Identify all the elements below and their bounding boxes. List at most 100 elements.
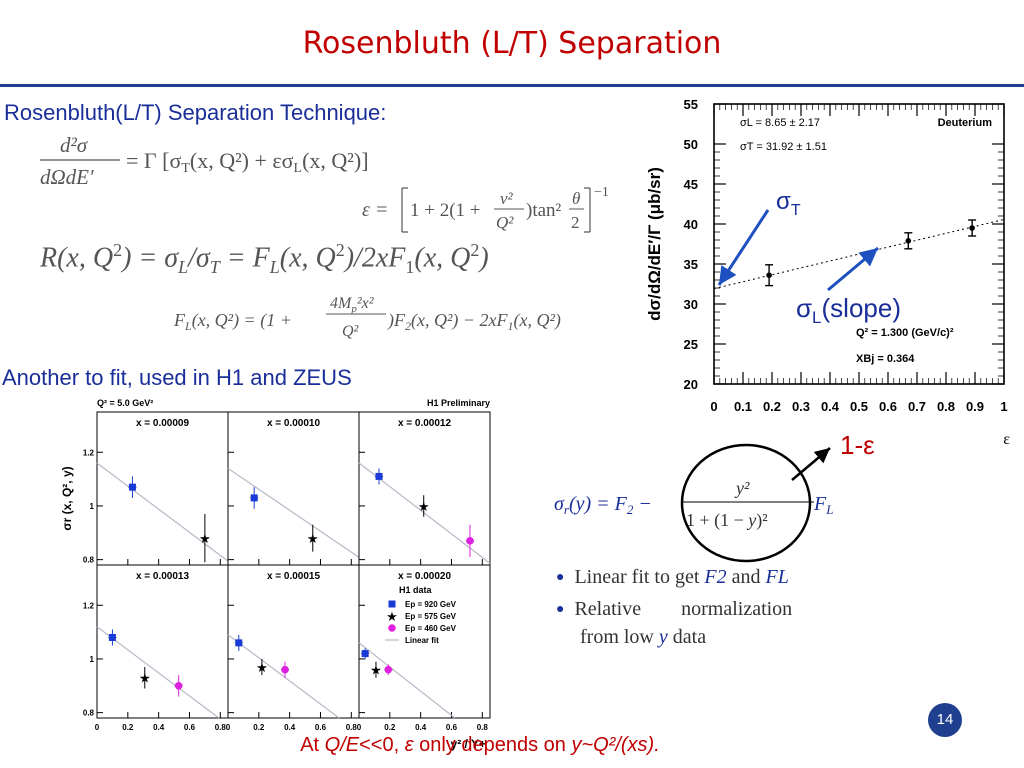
sigma-l-annotation: σL(slope) bbox=[796, 293, 901, 328]
y-tick-label: 35 bbox=[684, 257, 698, 272]
x-tick-label: 0.7 bbox=[908, 399, 926, 414]
fit-line bbox=[227, 634, 340, 719]
slide-title: Rosenbluth (L/T) Separation bbox=[302, 26, 722, 61]
technique-heading: Rosenbluth(L/T) Separation Technique: bbox=[4, 100, 387, 125]
legend-title: H1 data bbox=[399, 585, 433, 595]
x-tick-label: 0.6 bbox=[879, 399, 897, 414]
marker-460 bbox=[174, 681, 183, 690]
panel-label: x = 0.00010 bbox=[267, 418, 321, 429]
marker-920 bbox=[128, 483, 136, 491]
x-tick-label: 0.4 bbox=[284, 723, 296, 732]
marker-575: ★ bbox=[386, 610, 398, 625]
x-tick-label: 0.3 bbox=[792, 399, 810, 414]
y-tick-label: 20 bbox=[684, 377, 698, 392]
x-tick-label: 0.4 bbox=[821, 399, 840, 414]
marker-460 bbox=[384, 665, 393, 674]
fit-line bbox=[713, 218, 1005, 290]
equation-ratio: R(x, Q2) = σL/σT = FL(x, Q2)/2xF1(x, Q2) bbox=[40, 240, 489, 277]
y-tick-label: 1 bbox=[90, 655, 95, 664]
x-tick-label: 0.2 bbox=[253, 723, 265, 732]
svg-text:Q²: Q² bbox=[342, 323, 360, 340]
marker-920 bbox=[250, 494, 258, 502]
marker-575: ★ bbox=[139, 672, 151, 687]
svg-text:σr(y) = F2 −: σr(y) = F2 − bbox=[554, 493, 652, 517]
y-tick-label: 0.8 bbox=[83, 556, 95, 565]
panel-label: x = 0.00009 bbox=[136, 418, 190, 429]
legend-entry: Linear fit bbox=[405, 636, 439, 645]
marker-460 bbox=[281, 665, 289, 674]
marker-575: ★ bbox=[307, 532, 319, 547]
rosenbluth-chart: 20 25 30 35 40 45 50 55 0 0.1 0.2 0.3 0.4 0.5 0.6 0.7 0.… bbox=[645, 97, 1010, 448]
svg-text:dΩdE′: dΩdE′ bbox=[40, 165, 94, 189]
panel-label: x = 0.00020 bbox=[398, 571, 452, 582]
x-tick-label: 0 bbox=[357, 723, 362, 732]
svg-text:ε =: ε = bbox=[362, 199, 388, 221]
svg-text:Q²: Q² bbox=[496, 213, 514, 232]
data-point bbox=[766, 272, 772, 278]
fit-line bbox=[227, 467, 360, 558]
y-tick-label: 1.2 bbox=[83, 601, 95, 610]
x-tick-label: 0.4 bbox=[153, 723, 165, 732]
x-tick-label: 0 bbox=[95, 723, 100, 732]
x-axis-label: ε bbox=[1003, 431, 1010, 448]
marker-460 bbox=[388, 624, 396, 632]
marker-920 bbox=[235, 639, 243, 647]
svg-text:FL(x, Q²) = (1 +: FL(x, Q²) = (1 + bbox=[173, 310, 292, 333]
footnote: At Q/E<<0, ε only depends on y~Q²/(xs). bbox=[300, 734, 660, 756]
panel-frame bbox=[358, 564, 491, 719]
x-tick-label: 0.8 bbox=[937, 399, 955, 414]
annotation-xbj: XBj = 0.364 bbox=[856, 353, 915, 365]
chart-title-right: H1 Preliminary bbox=[427, 398, 490, 408]
y-axis-label: σr (x, Q², y) bbox=[60, 466, 74, 530]
title-divider bbox=[0, 84, 1024, 87]
data-point bbox=[905, 238, 912, 244]
svg-text:−1: −1 bbox=[594, 185, 609, 200]
x-tick-label: 0.8 bbox=[477, 723, 489, 732]
svg-text:)F2(x, Q²) − 2xF1(x, Q²): )F2(x, Q²) − 2xF1(x, Q²) bbox=[387, 310, 561, 333]
svg-text:d²σ: d²σ bbox=[60, 133, 89, 157]
svg-text:y²: y² bbox=[734, 478, 750, 498]
x-tick-label: 0.4 bbox=[415, 723, 427, 732]
fit-line bbox=[96, 462, 229, 562]
x-tick-label: 0.6 bbox=[315, 723, 327, 732]
x-tick-label: 0.2 bbox=[384, 723, 396, 732]
x-tick-label: 0.8 bbox=[346, 723, 358, 732]
chart-title-left: Q² = 5.0 GeV² bbox=[97, 398, 153, 408]
marker-575: ★ bbox=[370, 664, 382, 679]
x-tick-label: 0.1 bbox=[734, 399, 752, 414]
x-tick-label: 0.5 bbox=[850, 399, 868, 414]
x-tick-label: 0.2 bbox=[763, 399, 781, 414]
y-tick-label: 40 bbox=[684, 217, 698, 232]
y-axis-label: dσ/dΩ/dE′/Γ (μb/sr) bbox=[645, 167, 664, 321]
panel-frame bbox=[227, 564, 360, 719]
marker-575: ★ bbox=[418, 500, 430, 515]
marker-920 bbox=[108, 633, 116, 641]
panel-label: x = 0.00012 bbox=[398, 418, 452, 429]
svg-text:2: 2 bbox=[571, 213, 580, 232]
y-tick-label: 55 bbox=[684, 97, 698, 112]
marker-575: ★ bbox=[199, 532, 211, 547]
fit-heading: Another to fit, used in H1 and ZEUS bbox=[2, 365, 352, 390]
x-tick-label: 0 bbox=[710, 399, 717, 414]
y-tick-label: 25 bbox=[684, 337, 698, 352]
marker-920 bbox=[388, 600, 396, 608]
legend-entry: Ep = 460 GeV bbox=[405, 624, 457, 633]
svg-text:= Γ [σT(x, Q²) + εσL(x, Q²)]: = Γ [σT(x, Q²) + εσL(x, Q²)] bbox=[126, 148, 369, 176]
one-minus-epsilon: 1-ε bbox=[840, 430, 875, 460]
marker-460 bbox=[466, 537, 474, 545]
panel-label: x = 0.00013 bbox=[136, 571, 190, 582]
x-axis-label: y² / Y+ bbox=[451, 737, 486, 751]
svg-text:ν²: ν² bbox=[500, 189, 514, 208]
x-tick-label: 0.6 bbox=[446, 723, 458, 732]
y-tick-label: 1.2 bbox=[83, 448, 95, 457]
x-tick-label: 0.2 bbox=[122, 723, 134, 732]
svg-text:1 + 2(1 +: 1 + 2(1 + bbox=[410, 200, 481, 221]
svg-text:FL: FL bbox=[813, 493, 833, 517]
fit-line bbox=[358, 642, 456, 719]
marker-920 bbox=[361, 650, 369, 658]
y-tick-label: 30 bbox=[684, 297, 698, 312]
x-tick-label: 1 bbox=[1000, 399, 1007, 414]
panel-label: x = 0.00015 bbox=[267, 571, 321, 582]
svg-text:1 + (1 − y)²: 1 + (1 − y)² bbox=[686, 510, 768, 531]
fit-line bbox=[96, 626, 220, 719]
